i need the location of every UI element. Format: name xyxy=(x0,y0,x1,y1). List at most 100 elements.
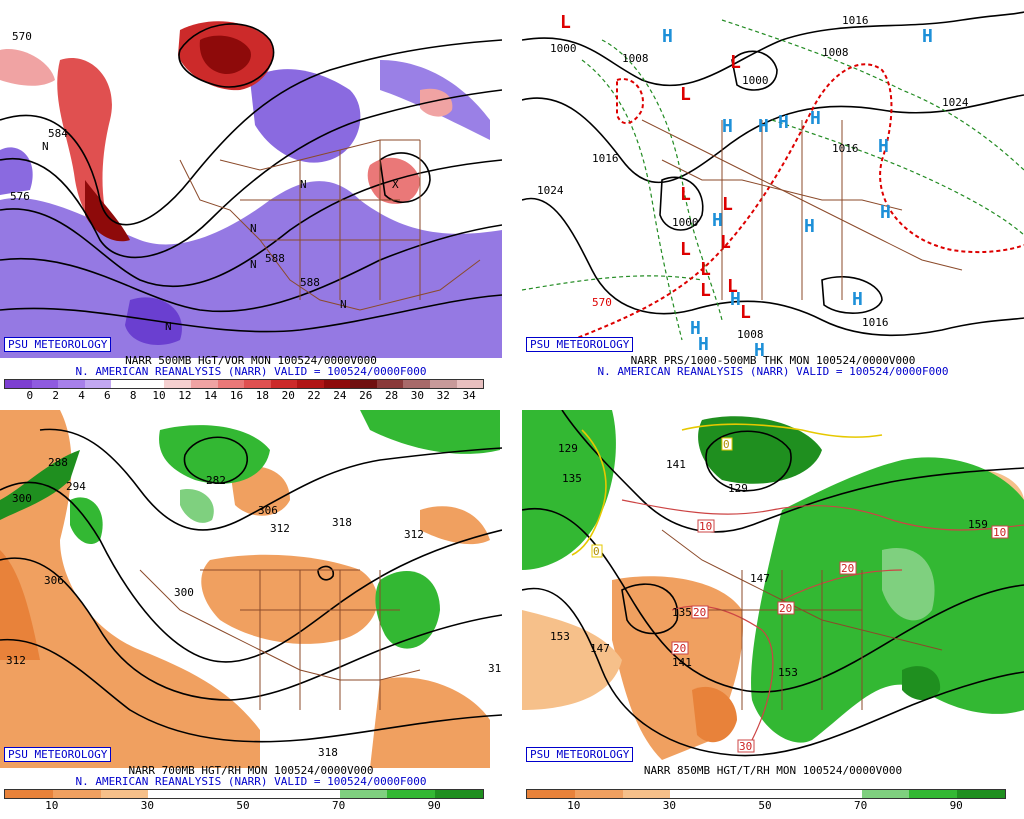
colorbar-swatch xyxy=(456,380,484,388)
temp-label-box: 10 xyxy=(697,519,715,533)
colorbar-tick-label: 26 xyxy=(359,389,373,402)
contour-label: 147 xyxy=(750,572,770,585)
colorbar xyxy=(4,379,484,389)
contour-label: 588 xyxy=(265,252,285,265)
colorbar-swatch xyxy=(430,380,457,388)
colorbar-swatch xyxy=(574,790,623,798)
colorbar-swatch xyxy=(148,790,197,798)
panel-850mb-t-rh: 129 135 153 147 141 135 129 147 153 159 … xyxy=(522,410,1024,819)
psu-badge: PSU METEOROLOGY xyxy=(526,747,634,762)
panel-subtitle: N. AMERICAN REANALYSIS (NARR) VALID = 10… xyxy=(75,775,427,788)
vort-min-label: N xyxy=(42,140,49,153)
temp-label: 0 xyxy=(593,545,600,558)
colorbar-tick-label: 34 xyxy=(462,389,476,402)
colorbar-tick-label: 70 xyxy=(331,799,346,812)
colorbar-tick-label: 24 xyxy=(333,389,347,402)
contour-label: 306 xyxy=(44,574,64,587)
map-700mb: 288 300 306 312 294 282 300 306 312 318 … xyxy=(0,410,502,768)
colorbar-swatch xyxy=(291,790,340,798)
low-center: L xyxy=(680,184,691,205)
high-center: H xyxy=(880,202,891,223)
high-center: H xyxy=(804,216,815,237)
colorbar-tick-label: 4 xyxy=(78,389,85,402)
low-center: L xyxy=(560,12,571,33)
colorbar-tick-label: 12 xyxy=(178,389,192,402)
panel-title: NARR 500MB HGT/VOR MON 100524/0000V000 xyxy=(125,354,377,367)
colorbar-swatch xyxy=(111,380,138,388)
panel-500mb-vorticity: 576 588 588 584 570 N N N N X N N PSU ME… xyxy=(0,0,502,409)
colorbar-swatch xyxy=(243,790,292,798)
colorbar-swatch xyxy=(52,790,101,798)
panel-mslp-thickness: 1000 1008 1016 1024 1008 1000 1016 1024 … xyxy=(522,0,1024,409)
temp-label-box: 20 xyxy=(777,601,795,615)
panel-title: NARR 700MB HGT/RH MON 100524/0000V000 xyxy=(128,764,374,777)
contour-label: 312 xyxy=(404,528,424,541)
colorbar-tick-label: 18 xyxy=(255,389,269,402)
colorbar xyxy=(526,789,1006,799)
high-center: H xyxy=(690,318,701,339)
temperature-labels: 0 0 10 20 20 20 30 10 20 xyxy=(591,437,1009,753)
contour-label: 588 xyxy=(300,276,320,289)
colorbar-swatch xyxy=(435,790,483,798)
contour-label: 576 xyxy=(10,190,30,203)
colorbar-tick-label: 50 xyxy=(236,799,250,812)
contour-label: 584 xyxy=(48,127,68,140)
contour-label: 306 xyxy=(258,504,278,517)
psu-badge: PSU METEOROLOGY xyxy=(4,337,112,352)
colorbar-swatch xyxy=(58,380,85,388)
isobar-label: 1000 xyxy=(742,74,769,87)
contour-label: 570 xyxy=(12,30,32,43)
temp-label-box: 20 xyxy=(839,561,857,575)
pressure-centers: L L L L L L L L L L L H H H H H H H H H … xyxy=(560,12,933,358)
colorbar-swatch xyxy=(5,790,53,798)
low-center: L xyxy=(700,280,711,301)
colorbar-swatch xyxy=(137,380,165,388)
high-center: H xyxy=(810,108,821,129)
contour-label: 135 xyxy=(672,606,692,619)
colorbar-tick-label: 0 xyxy=(26,389,34,402)
temp-label-box: 0 xyxy=(721,437,733,451)
colorbar-swatch xyxy=(527,790,575,798)
colorbar-tick-label: 50 xyxy=(758,799,772,812)
temp-label-box: 30 xyxy=(737,739,755,753)
map-500mb: 576 588 588 584 570 N N N N X N N xyxy=(0,0,502,358)
colorbar-tick-label: 90 xyxy=(427,799,441,812)
panel-subtitle: N. AMERICAN REANALYSIS (NARR) VALID = 10… xyxy=(597,365,949,378)
low-center: L xyxy=(727,276,738,297)
colorbar-tick-label: 30 xyxy=(140,799,155,812)
temp-label-box: 20 xyxy=(691,605,709,619)
temp-label: 10 xyxy=(699,520,712,533)
high-center: H xyxy=(712,210,723,231)
colorbar-swatch xyxy=(765,790,814,798)
colorbar-swatch xyxy=(190,380,218,388)
isobar-label: 1016 xyxy=(832,142,859,155)
map-labels-700mb: 288 300 306 312 294 282 300 306 312 318 … xyxy=(6,456,501,759)
temp-label: 20 xyxy=(779,602,792,615)
isobar-label: 1000 xyxy=(672,216,699,229)
colorbar-swatch xyxy=(670,790,719,798)
colorbar-swatch xyxy=(270,380,298,388)
colorbar-swatch xyxy=(403,380,430,388)
colorbar-swatch xyxy=(164,380,191,388)
high-center: H xyxy=(754,340,765,358)
contour-label: 294 xyxy=(66,480,86,493)
low-center: L xyxy=(722,194,733,215)
colorbar-tick-label: 10 xyxy=(152,389,166,402)
map-mslp: 1000 1008 1016 1024 1008 1000 1016 1024 … xyxy=(522,0,1024,358)
contour-label: 129 xyxy=(728,482,748,495)
high-center: H xyxy=(730,289,741,310)
colorbar-swatch xyxy=(957,790,1005,798)
high-center: H xyxy=(922,26,933,47)
contour-label: 153 xyxy=(778,666,798,679)
colorbar-swatch xyxy=(5,380,32,388)
vort-min-label: N xyxy=(340,298,347,311)
colorbar-tick-label: 90 xyxy=(949,799,963,812)
temp-label-box: 10 xyxy=(991,525,1009,539)
colorbar-tick-label: 10 xyxy=(45,799,59,812)
map-labels-500mb: 576 588 588 584 570 N N N N X N N xyxy=(10,30,399,333)
colorbar-tick-label: 8 xyxy=(129,389,137,402)
isobar-label: 1016 xyxy=(842,14,869,27)
isobar-label: 1008 xyxy=(822,46,849,59)
high-center: H xyxy=(852,289,863,310)
colorbar-tick-label: 70 xyxy=(853,799,868,812)
